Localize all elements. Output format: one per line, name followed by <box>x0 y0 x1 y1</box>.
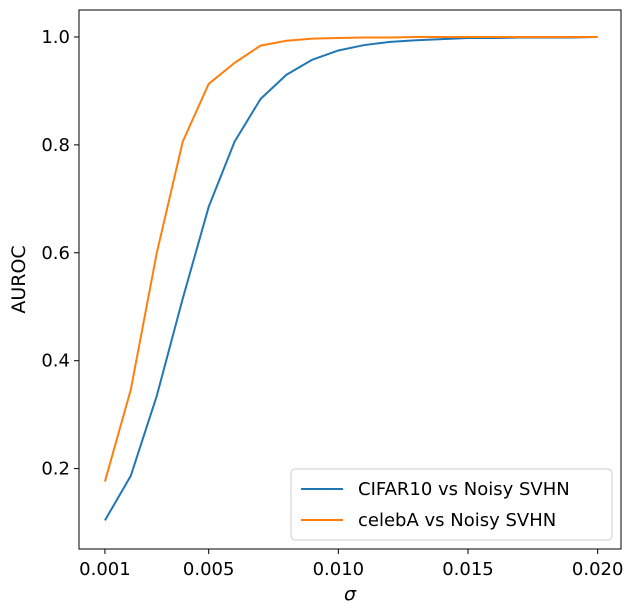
y-axis-label: AUROC <box>8 245 30 313</box>
series-line-2 <box>103 35 598 482</box>
legend-label-1: CIFAR10 vs Noisy SVHN <box>358 479 570 500</box>
x-tick-label: 0.020 <box>572 559 624 580</box>
x-tick-label: 0.010 <box>313 559 365 580</box>
y-tick-label: 0.6 <box>41 243 70 264</box>
y-tick-label: 0.4 <box>41 351 70 372</box>
legend-box <box>290 468 613 541</box>
legend-label-2: celebA vs Noisy SVHN <box>358 510 556 531</box>
axis-ticks: 0.001 0.005 0.010 0.015 0.020 0.2 0.4 0.6 0.8 1.0 <box>41 27 623 580</box>
x-tick-label: 0.001 <box>79 559 131 580</box>
y-tick-label: 1.0 <box>41 27 70 48</box>
legend: CIFAR10 vs Noisy SVHN celebA vs Noisy SVH… <box>290 468 613 541</box>
x-axis-label: σ <box>344 583 357 605</box>
x-tick-label: 0.015 <box>442 559 494 580</box>
x-tick-label: 0.005 <box>183 559 235 580</box>
y-tick-label: 0.2 <box>41 459 70 480</box>
series-line-1 <box>104 35 598 521</box>
axes-frame <box>78 9 622 550</box>
plot-area <box>103 35 598 521</box>
y-tick-label: 0.8 <box>41 135 70 156</box>
